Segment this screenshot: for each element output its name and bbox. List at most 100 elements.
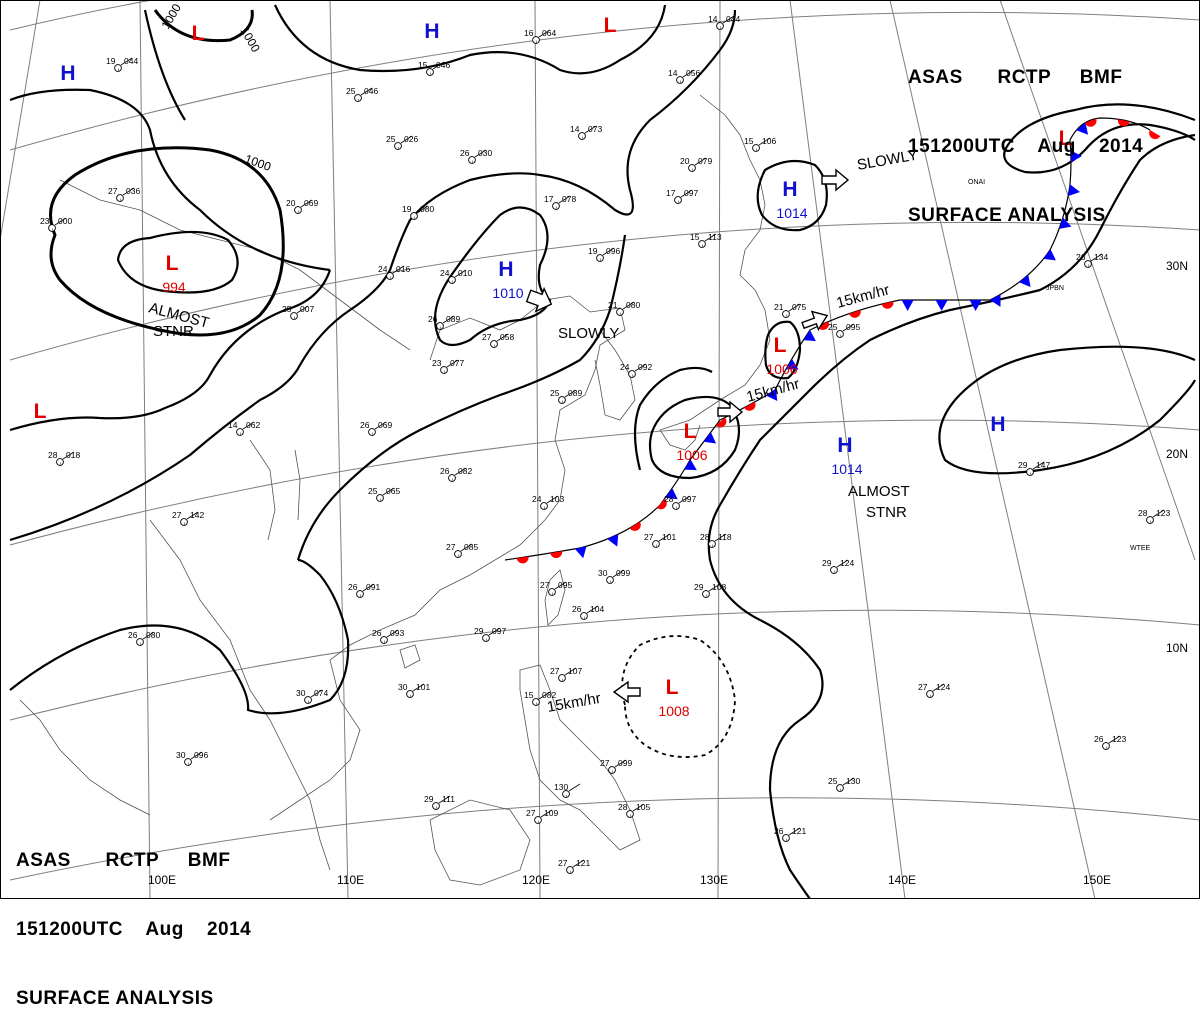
station-temperature: 25	[386, 134, 396, 144]
station-temperature: 29	[1018, 460, 1028, 470]
chart-header-top-right: ASAS RCTP BMF 151200UTC Aug 2014 SURFACE…	[908, 20, 1143, 250]
isobar-line	[709, 505, 823, 899]
station-temperature: 25	[346, 86, 356, 96]
movement-annotation: 15km/hr	[835, 281, 892, 311]
movement-annotation: STNR	[866, 504, 907, 521]
high-pressure-label: H	[990, 413, 1005, 436]
longitude-label: 110E	[337, 873, 364, 887]
station-temperature: 27	[644, 532, 654, 542]
movement-annotation: SLOWLY	[558, 325, 619, 342]
station-temperature: 27	[482, 332, 492, 342]
wind-barb-icon	[569, 784, 580, 791]
high-pressure-label: H	[782, 178, 797, 201]
header-agency: ASAS	[16, 850, 71, 871]
station-pressure: 044	[124, 56, 138, 66]
header-line-1: ASAS RCTP BMF	[908, 66, 1143, 89]
station-pressure: 046	[364, 86, 378, 96]
station-temperature: 26	[460, 148, 470, 158]
station-temperature: 30	[598, 568, 608, 578]
station-pressure: 075	[792, 302, 806, 312]
station-temperature: 24	[378, 264, 388, 274]
station-pressure: 142	[190, 510, 204, 520]
station-temperature: 130	[554, 782, 568, 792]
station-temperature: 26	[372, 628, 382, 638]
station-temperature: 27	[600, 758, 610, 768]
station-plot: 27 099	[600, 758, 632, 773]
header-time: 151200UTC	[16, 919, 123, 940]
header-year: 2014	[1099, 136, 1143, 157]
station-pressure: 101	[416, 682, 430, 692]
station-temperature: 30	[398, 682, 408, 692]
movement-annotation: ALMOST	[848, 483, 910, 500]
longitude-label: 150E	[1083, 873, 1111, 887]
station-temperature: 15	[744, 136, 754, 146]
station-pressure: 077	[450, 358, 464, 368]
low-pressure-label: L	[34, 400, 47, 423]
coastline-tibet	[60, 180, 410, 350]
station-pressure: 147	[1036, 460, 1050, 470]
low-pressure-label: L	[192, 22, 205, 45]
station-temperature: 14	[570, 124, 580, 134]
station-temperature: 26	[440, 466, 450, 476]
station-pressure: 103	[550, 494, 564, 504]
station-temperature: 26	[428, 314, 438, 324]
low-pressure-label: L	[684, 420, 697, 443]
station-temperature: 27	[108, 186, 118, 196]
station-pressure: 080	[626, 300, 640, 310]
station-temperature: 26	[572, 604, 582, 614]
station-pressure: 085	[464, 542, 478, 552]
station-temperature: 23	[432, 358, 442, 368]
station-pressure: 080	[420, 204, 434, 214]
station-pressure: 095	[846, 322, 860, 332]
high-pressure-label: H	[424, 20, 439, 43]
station-plot: 25 046	[346, 86, 378, 101]
latitude-label: 20N	[1166, 447, 1188, 461]
warm-front-semicircle-icon	[882, 301, 895, 310]
station-pressure: 062	[246, 420, 260, 430]
station-pressure: 007	[300, 304, 314, 314]
station-pressure: 099	[618, 758, 632, 768]
parallel-line	[10, 420, 1200, 545]
station-temperature: 14	[708, 14, 718, 24]
station-pressure: 096	[606, 246, 620, 256]
station-pressure: 124	[936, 682, 950, 692]
station-temperature: 30	[296, 688, 306, 698]
station-pressure: 080	[146, 630, 160, 640]
station-temperature: 30	[176, 750, 186, 760]
station-temperature: 21	[774, 302, 784, 312]
header-month: Aug	[145, 919, 183, 940]
low-pressure-label: L	[774, 334, 787, 357]
station-temperature: 28	[664, 494, 674, 504]
header-line-3: SURFACE ANALYSIS	[16, 987, 251, 1010]
station-pressure: 123	[1156, 508, 1170, 518]
coastline-india-bay	[20, 700, 150, 815]
header-code: BMF	[1080, 67, 1123, 88]
station-pressure: 097	[492, 626, 506, 636]
station-temperature: 14	[228, 420, 238, 430]
station-pressure: 134	[1094, 252, 1108, 262]
station-pressure: 010	[458, 268, 472, 278]
station-plot: 23 077	[432, 358, 464, 373]
meridian-line	[140, 0, 150, 899]
station-pressure: 108	[712, 582, 726, 592]
header-line-3: SURFACE ANALYSIS	[908, 204, 1143, 227]
coastline-china	[270, 296, 625, 820]
station-plot: 14 062	[228, 420, 260, 435]
station-plot: 30 101	[398, 682, 430, 697]
movement-annotation: STNR	[153, 323, 194, 340]
